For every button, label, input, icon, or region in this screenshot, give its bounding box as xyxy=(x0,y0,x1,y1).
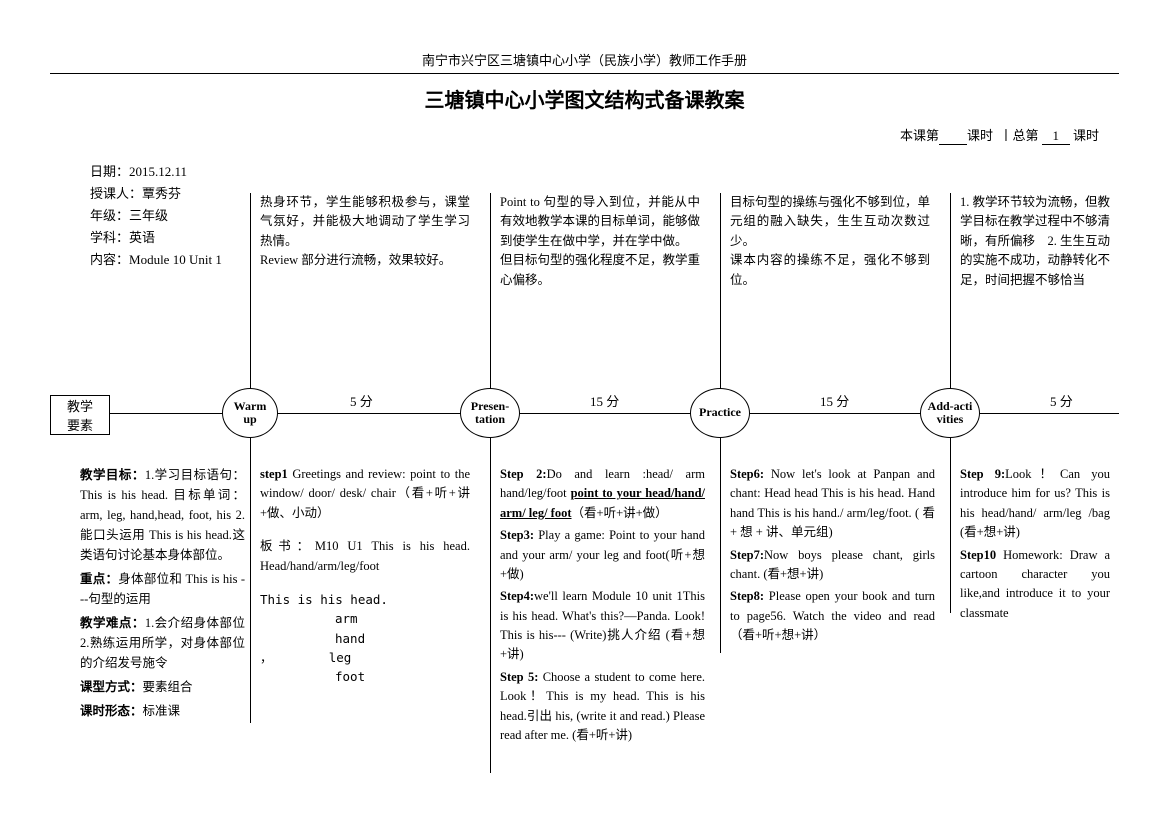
step1-label: step1 xyxy=(260,467,288,481)
steps-warmup: step1 Greetings and review: point to the… xyxy=(260,465,470,690)
step3-label: Step3: xyxy=(500,528,534,542)
total-prefix: 丨总第 xyxy=(999,128,1038,143)
subject-label: 学科： xyxy=(90,230,129,245)
subject-value: 英语 xyxy=(129,230,155,245)
step1-text: Greetings and review: point to the windo… xyxy=(260,467,470,520)
step2-label: Step 2: xyxy=(500,467,547,481)
period-prefix: 本课第 xyxy=(900,128,939,143)
step7-label: Step7: xyxy=(730,548,764,562)
type-label: 课型方式： xyxy=(80,680,143,694)
content-value: Module 10 Unit 1 xyxy=(129,252,222,267)
element-box: 教学 要素 xyxy=(50,395,110,435)
top-col-2: Point to 句型的导入到位，并能从中有效地教学本课的目标单词，能够做到使学… xyxy=(500,193,700,290)
content-label: 内容： xyxy=(90,252,129,267)
dur-presentation: 15 分 xyxy=(590,391,619,410)
dur-warmup: 5 分 xyxy=(350,391,373,410)
step4-label: Step4: xyxy=(500,589,534,603)
step5-label: Step 5: xyxy=(500,670,538,684)
steps-presentation: Step 2:Do and learn :head/ arm hand/leg/… xyxy=(500,465,705,748)
steps-add: Step 9:Look！Can you introduce him for us… xyxy=(960,465,1110,626)
step6-label: Step6: xyxy=(730,467,764,481)
top-col-3: 目标句型的操练与强化不够到位，单元组的融入缺失，生生互动次数过少。 课本内容的操… xyxy=(730,193,930,290)
steps-practice: Step6: Now let's look at Panpan and chan… xyxy=(730,465,935,648)
step8-label: Step8: xyxy=(730,589,764,603)
diff-label: 教学难点： xyxy=(80,616,145,630)
step10-label: Step10 xyxy=(960,548,996,562)
info-block: 日期：2015.12.11 授课人：覃秀芬 年级：三年级 学科：英语 内容：Mo… xyxy=(90,161,250,271)
node-practice: Practice xyxy=(690,388,750,438)
step2-text-b: （看+听+讲+做） xyxy=(572,506,668,520)
page-title: 三塘镇中心小学图文结构式备课教案 xyxy=(50,84,1119,113)
period-suffix: 课时 xyxy=(967,128,993,143)
top-col-1: 热身环节，学生能够积极参与，课堂气氛好，并能极大地调动了学生学习热情。 Revi… xyxy=(260,193,470,271)
dur-add: 5 分 xyxy=(1050,391,1073,410)
node-presentation: Presen- tation xyxy=(460,388,520,438)
period-line: 本课第 课时 丨总第 1 课时 xyxy=(50,125,1119,145)
diagram-canvas: 教学 要素 日期：2015.12.11 授课人：覃秀芬 年级：三年级 学科：英语… xyxy=(50,153,1119,793)
header-rule xyxy=(50,73,1119,74)
date-label: 日期： xyxy=(90,164,129,179)
goal-text: 1.学习目标语句：This is his head. 目标单词：arm, leg… xyxy=(80,468,245,562)
grade-value: 三年级 xyxy=(129,208,168,223)
node-add: Add-acti vities xyxy=(920,388,980,438)
form-text: 标准课 xyxy=(143,704,181,718)
total-suffix: 课时 xyxy=(1073,128,1099,143)
type-text: 要素组合 xyxy=(143,680,193,694)
connector-warmup xyxy=(250,193,251,723)
form-label: 课时形态： xyxy=(80,704,143,718)
grade-label: 年级： xyxy=(90,208,129,223)
dur-practice: 15 分 xyxy=(820,391,849,410)
goal-label: 教学目标： xyxy=(80,468,145,482)
top-col-4: 1. 教学环节较为流畅，但教学目标在教学过程中不够清晰，有所偏移 2. 生生互动… xyxy=(960,193,1110,290)
node-warmup: Warm up xyxy=(222,388,278,438)
step9-label: Step 9: xyxy=(960,467,1005,481)
header-school: 南宁市兴宁区三塘镇中心小学（民族小学）教师工作手册 xyxy=(50,50,1119,69)
objectives-col: 教学目标：1.学习目标语句：This is his head. 目标单词：arm… xyxy=(80,465,245,725)
date-value: 2015.12.11 xyxy=(129,164,187,179)
connector-presentation xyxy=(490,193,491,773)
total-value: 1 xyxy=(1042,128,1070,145)
teacher-value: 覃秀芬 xyxy=(142,186,181,201)
board-example: This is his head. arm hand ， leg foot xyxy=(260,590,470,687)
board-label: 板书： xyxy=(260,539,315,553)
focus-label: 重点： xyxy=(80,572,118,586)
teacher-label: 授课人： xyxy=(90,186,142,201)
